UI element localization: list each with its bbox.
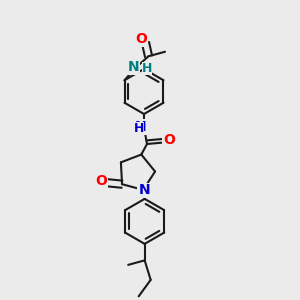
- Text: N: N: [128, 60, 139, 74]
- Text: N: N: [138, 184, 150, 197]
- Text: N: N: [135, 120, 147, 134]
- Text: O: O: [135, 32, 147, 46]
- Text: H: H: [142, 62, 152, 75]
- Text: O: O: [96, 174, 108, 188]
- Text: H: H: [134, 122, 144, 135]
- Text: O: O: [163, 133, 175, 147]
